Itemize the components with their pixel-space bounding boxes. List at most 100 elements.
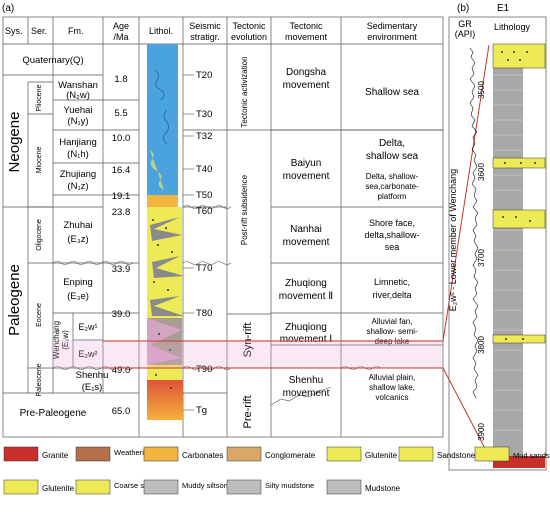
- legend-conglomerate: Conglomerate: [265, 451, 316, 460]
- tectonic-evolution: Tectonic activization Post-rift subsiden…: [240, 56, 254, 428]
- sed-shoreface-2: delta,shallow-: [364, 230, 419, 240]
- fm-enping-code: (E₃e): [67, 291, 89, 302]
- age-6: 23.8: [112, 207, 131, 218]
- tecmov-nanhai-2: movement: [283, 237, 330, 248]
- series-eocene: Eocene: [36, 303, 43, 327]
- legend-swatch-carbonates: [143, 446, 179, 462]
- gr-unit: (API): [455, 29, 476, 39]
- tecmov-zhuqiong2: Zhuqiong: [285, 278, 327, 289]
- depth-labels: 3500 3600 3700 3800 3900: [477, 81, 486, 441]
- age-8: 39.0: [112, 309, 131, 320]
- highlight-band: [53, 340, 443, 368]
- system-prepaleogene: Pre-Paleogene: [20, 408, 87, 419]
- tecmov-dongsha: Dongsha: [286, 67, 326, 78]
- sed-shoreface-3: sea: [385, 242, 400, 252]
- fm-shenhu-code: (E₁s): [82, 382, 103, 393]
- legend-swatch-coarse-sandstone: [75, 479, 111, 495]
- age-9: 49.0: [112, 365, 131, 376]
- fm-yuehai-code: (N₁y): [67, 116, 88, 127]
- age-10: 65.0: [112, 406, 131, 417]
- tecevo-synrift: Syn-rift: [242, 323, 254, 358]
- sed-delta-carb: Delta, shallow-: [366, 172, 419, 181]
- seismic-t30: T30: [196, 109, 212, 120]
- interval-label: E₂w² - Lower member of Wenchang: [448, 169, 458, 311]
- lithology-title: Lithology: [494, 22, 531, 32]
- header-lithol: Lithol.: [149, 26, 173, 36]
- header-fm: Fm.: [68, 26, 84, 36]
- age-3: 10.0: [112, 133, 131, 144]
- depth-3500: 3500: [477, 81, 486, 99]
- age-1: 1.8: [114, 74, 127, 85]
- sed-delta: Delta,: [379, 138, 405, 149]
- legend-swatch-muddy-siltstone: [143, 479, 179, 495]
- sed-delta-carb-3: platform: [378, 192, 407, 201]
- header-tecevo: Tectonic: [232, 21, 266, 31]
- fm-zhujiang: Zhujiang: [60, 169, 96, 180]
- fm-wenchang-lower: E₂w²: [79, 349, 98, 359]
- seismic-t32: T32: [196, 131, 212, 142]
- tecevo-activization: Tectonic activization: [240, 56, 249, 127]
- sed-alluvial-plain-2: shallow lake,: [369, 383, 415, 392]
- header-age: Age: [113, 21, 129, 31]
- series-paleocene: Paleocene: [36, 363, 43, 396]
- sed-limnetic-2: river,delta: [372, 290, 411, 300]
- fm-wanshan-code: (N₂w): [66, 90, 90, 101]
- sed-shallow-sea: Shallow sea: [365, 87, 419, 98]
- sed-delta-carb-2: sea,carbonate-: [365, 182, 419, 191]
- tecmov-zhuqiong1: Zhuqiong: [285, 322, 327, 333]
- series-miocene: Miocene: [36, 147, 43, 174]
- sedimentary-environment: Shallow sea Delta, shallow sea Delta, sh…: [364, 87, 419, 402]
- header-tecevo-2: evolution: [231, 32, 267, 42]
- panel-label-b: (b): [457, 3, 469, 14]
- legend-swatch-weathering: [75, 446, 111, 462]
- fm-wenchang: Wenchang: [52, 321, 61, 359]
- legend-swatch-silty-mudstone: [226, 479, 262, 495]
- legend-muddy-siltstone: Muddy siltsone: [182, 481, 232, 490]
- panel-label-a: (a): [2, 3, 14, 14]
- fm-enping: Enping: [63, 277, 93, 288]
- series-pliocene: Pliocene: [36, 84, 43, 111]
- header-tecmov: Tectonic: [289, 21, 323, 31]
- log-panel: [448, 16, 547, 471]
- sed-alluvial-plain: Alluvial plain,: [369, 373, 416, 382]
- tecevo-prerift: Pre-rift: [242, 396, 254, 429]
- fm-wenchang-code: (E₂w): [61, 330, 70, 350]
- legend-swatch-granite: [3, 446, 39, 462]
- fm-zhujiang-code: (N₁z): [67, 181, 88, 192]
- tecmov-shenhu-2: movement: [283, 388, 330, 399]
- legend-sandstone: Sandstone: [437, 451, 476, 460]
- legend-silty-mudstone: Silty mudstone: [265, 481, 314, 490]
- sed-limnetic: Limnetic,: [374, 277, 410, 287]
- age-4: 16.4: [112, 165, 131, 176]
- age-labels: 1.8 5.5 10.0 16.4 19.1 23.8 33.9 39.0 49…: [112, 74, 131, 417]
- connector-lines: [103, 44, 490, 457]
- legend-glutenite: Glutenite: [365, 451, 398, 460]
- header-sys: Sys.: [5, 26, 23, 36]
- sed-alluvial-fan: Alluvial fan,: [372, 317, 413, 326]
- system-quaternary: Quaternary(Q): [22, 55, 83, 66]
- tecmov-zhuqiong1-2: movement Ⅰ: [280, 334, 332, 345]
- tecmov-zhuqiong2-2: movement Ⅱ: [279, 291, 333, 302]
- depth-3600: 3600: [477, 163, 486, 181]
- header-seismic-2: stratigr.: [190, 32, 220, 42]
- sed-shoreface: Shore face,: [369, 218, 415, 228]
- table-header: Sys. Ser. Fm. Age /Ma Lithol. Seismic st…: [5, 21, 418, 42]
- fm-wenchang-upper: E₂w¹: [79, 322, 98, 332]
- header-age-unit: /Ma: [113, 32, 128, 42]
- legend-mud-sandstone: Mud sandstone: [513, 451, 550, 460]
- depth-3800: 3800: [477, 336, 486, 354]
- sed-alluvial-plain-3: volcanics: [376, 393, 409, 402]
- legend: Granite Weathering crust Carbonates Cong…: [3, 446, 550, 495]
- unconformity-lines: [52, 205, 382, 406]
- legend-mudstone: Mudstone: [365, 484, 401, 493]
- gr-title: GR: [458, 19, 472, 29]
- age-5: 19.1: [112, 191, 131, 202]
- header-tecmov-2: movement: [285, 32, 328, 42]
- legend-swatch-conglomerate: [226, 446, 262, 462]
- header-ser: Ser.: [31, 26, 47, 36]
- sed-delta-2: shallow sea: [366, 151, 419, 162]
- fm-hanjiang: Hanjiang: [59, 137, 97, 148]
- tecevo-postrift: Post-rift subsidence: [240, 174, 249, 245]
- gr-curve: [469, 47, 479, 399]
